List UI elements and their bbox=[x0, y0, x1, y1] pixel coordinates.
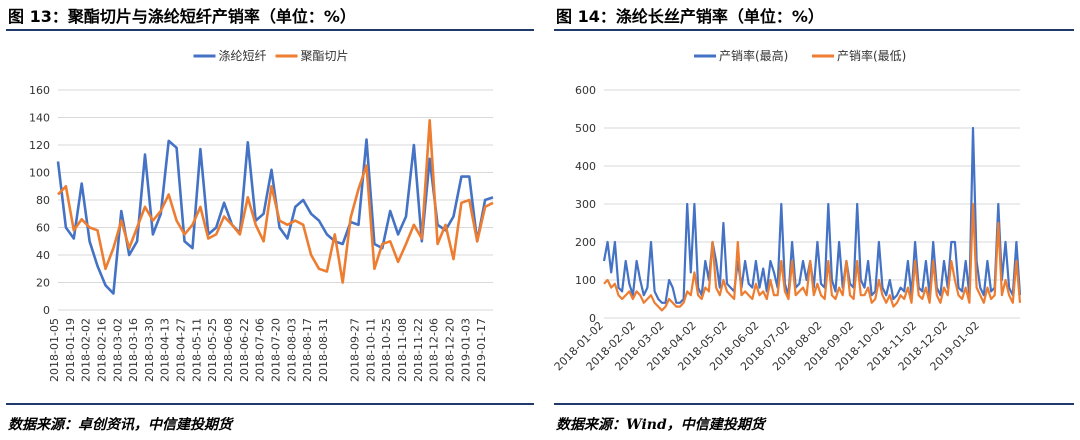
right-ytick-label-6: 600 bbox=[575, 84, 596, 97]
left-xtick-label-20: 2018-10-25 bbox=[380, 318, 393, 382]
left-ytick-label-6: 120 bbox=[29, 139, 50, 152]
left-xtick-label-17: 2018-08-31 bbox=[317, 318, 330, 382]
left-ytick-label-8: 160 bbox=[29, 84, 50, 97]
left-xtick-label-2: 2018-02-02 bbox=[80, 318, 93, 382]
left-xtick-label-25: 2019-01-03 bbox=[459, 318, 472, 382]
left-figure-title: 图 13：聚酯切片与涤纶短纤产销率（单位：%） bbox=[8, 7, 356, 26]
right-figure-title: 图 14：涤纶长丝产销率（单位：%） bbox=[556, 7, 824, 26]
left-legend-item-1: 聚酯切片 bbox=[275, 49, 349, 63]
right-title-rule bbox=[554, 29, 1074, 31]
right-ytick-label-5: 500 bbox=[575, 122, 596, 135]
left-ytick-label-5: 100 bbox=[29, 167, 50, 180]
left-xtick-label-8: 2018-04-27 bbox=[175, 318, 188, 382]
left-legend-item-0: 涤纶短纤 bbox=[193, 49, 267, 63]
left-xtick-label-16: 2018-08-17 bbox=[301, 318, 314, 382]
left-xtick-label-26: 2019-01-17 bbox=[475, 318, 488, 382]
right-ytick-label-0: 0 bbox=[589, 312, 596, 325]
left-xtick-label-24: 2018-12-20 bbox=[443, 318, 456, 382]
right-source-note: 数据来源：Wind，中信建投期货 bbox=[556, 417, 765, 433]
right-line-chart: 01002003004005006002018-01-022018-02-022… bbox=[552, 48, 1022, 373]
left-ytick-label-0: 0 bbox=[43, 304, 50, 317]
left-series-line-1 bbox=[57, 119, 494, 284]
left-xtick-label-11: 2018-06-08 bbox=[222, 318, 235, 382]
left-ytick-label-1: 20 bbox=[36, 277, 50, 290]
left-xtick-label-1: 2018-01-19 bbox=[64, 318, 77, 382]
left-xtick-label-6: 2018-03-30 bbox=[143, 318, 156, 382]
left-xtick-label-0: 2018-01-05 bbox=[48, 318, 61, 382]
right-source-rule bbox=[554, 403, 1074, 405]
left-xtick-label-19: 2018-10-11 bbox=[364, 318, 377, 382]
left-source-note: 数据来源：卓创资讯，中信建投期货 bbox=[8, 417, 232, 433]
left-xtick-label-3: 2018-02-16 bbox=[95, 318, 108, 382]
left-line-chart: 0 20 40 60 80 100 120 140 160 2018-01-05 2018-01-1… bbox=[29, 49, 494, 382]
left-xtick-label-12: 2018-06-22 bbox=[238, 318, 251, 382]
right-legend-item-0: 产销率(最高) bbox=[694, 48, 788, 63]
left-legend-label-1: 聚酯切片 bbox=[301, 49, 349, 63]
right-ytick-label-3: 300 bbox=[575, 198, 596, 211]
left-xtick-label-7: 2018-04-13 bbox=[159, 318, 172, 382]
right-legend-label-0: 产销率(最高) bbox=[719, 48, 788, 63]
left-ytick-label-3: 60 bbox=[36, 222, 50, 235]
right-legend-label-1: 产销率(最低) bbox=[837, 48, 906, 63]
right-legend-item-1: 产销率(最低) bbox=[812, 48, 906, 63]
left-ytick-label-7: 140 bbox=[29, 112, 50, 125]
left-ytick-label-2: 40 bbox=[36, 249, 50, 262]
right-ytick-label-2: 200 bbox=[575, 236, 596, 249]
left-xtick-label-9: 2018-05-11 bbox=[190, 318, 203, 382]
left-title-rule bbox=[6, 29, 534, 31]
left-xtick-label-23: 2018-12-06 bbox=[428, 318, 441, 382]
left-xtick-label-4: 2018-03-02 bbox=[111, 318, 124, 382]
left-xtick-label-13: 2018-07-06 bbox=[254, 318, 267, 382]
left-xtick-label-10: 2018-05-25 bbox=[206, 318, 219, 382]
left-xtick-label-5: 2018-03-16 bbox=[127, 318, 140, 382]
left-xtick-label-14: 2018-07-20 bbox=[269, 318, 282, 382]
left-figure-panel: 图 13：聚酯切片与涤纶短纤产销率（单位：%） 0 20 40 60 80 100 120 1… bbox=[6, 7, 534, 433]
left-xtick-label-21: 2018-11-08 bbox=[396, 318, 409, 382]
right-ytick-label-1: 100 bbox=[575, 274, 596, 287]
left-legend-label-0: 涤纶短纤 bbox=[219, 49, 267, 63]
left-xtick-label-18: 2018-09-27 bbox=[349, 318, 362, 382]
left-source-rule bbox=[6, 403, 534, 405]
left-ytick-label-4: 80 bbox=[36, 194, 50, 207]
right-ytick-label-4: 400 bbox=[575, 160, 596, 173]
left-xtick-label-15: 2018-08-03 bbox=[285, 318, 298, 382]
right-figure-panel: 图 14：涤纶长丝产销率（单位：%） 0 100 200 300 400 500 600 20… bbox=[548, 0, 1080, 440]
right-series-line-1 bbox=[603, 202, 1022, 312]
left-xtick-label-22: 2018-11-22 bbox=[412, 318, 425, 382]
